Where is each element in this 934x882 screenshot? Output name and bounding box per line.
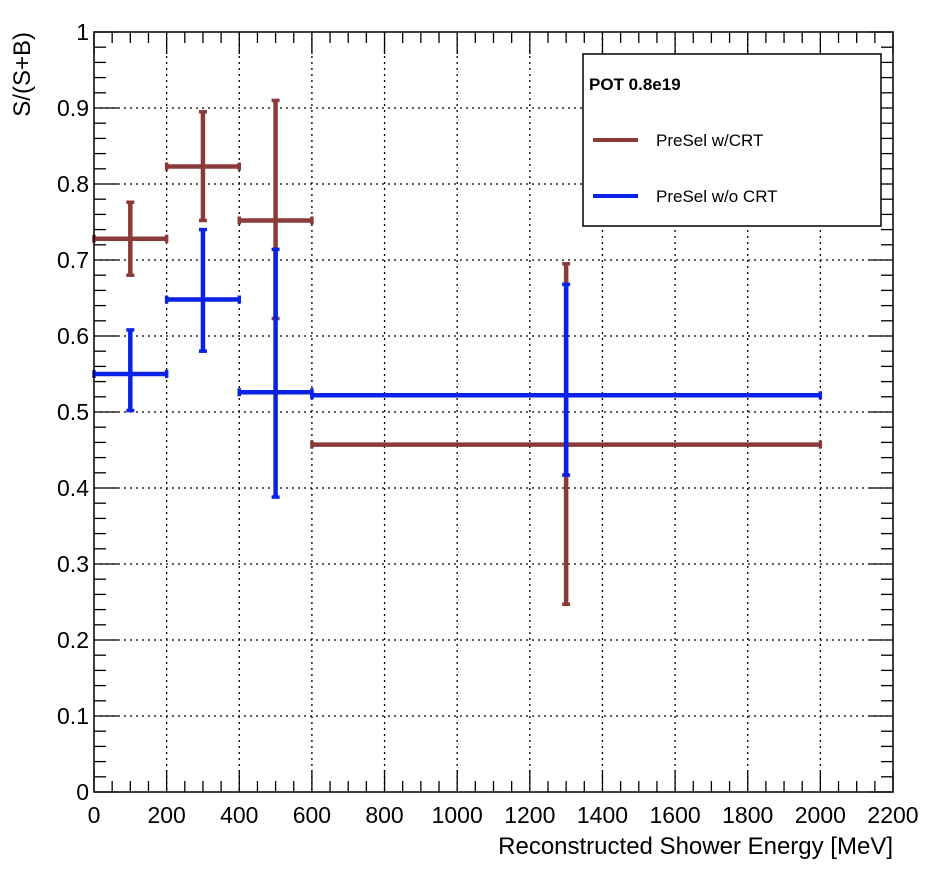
x-axis-title: Reconstructed Shower Energy [MeV]	[498, 833, 893, 860]
x-tick-label: 400	[220, 802, 258, 828]
x-tick-label: 1000	[432, 802, 483, 828]
data-series	[92, 98, 823, 607]
legend-title: POT 0.8e19	[589, 75, 681, 94]
y-tick-label: 0.2	[57, 627, 89, 653]
x-tick-label: 1200	[504, 802, 555, 828]
tick-labels: 0 200 400 600 800 1000 1200 1400 1600 1800 2000 220…	[57, 19, 919, 828]
y-tick-label: 0.8	[57, 171, 89, 197]
y-tick-label: 0.6	[57, 323, 89, 349]
data-point	[237, 247, 314, 499]
x-tick-label: 800	[365, 802, 403, 828]
data-point	[310, 282, 823, 477]
data-point	[92, 328, 169, 413]
legend-label-presel-with-crt: PreSel w/CRT	[656, 131, 763, 150]
x-tick-label: 2000	[795, 802, 846, 828]
y-tick-label: 0.1	[57, 703, 89, 729]
x-tick-label: 2200	[867, 802, 918, 828]
legend-label-presel-without-crt: PreSel w/o CRT	[656, 187, 778, 206]
y-tick-label: 1	[76, 19, 89, 45]
y-tick-label: 0.7	[57, 247, 89, 273]
y-tick-label: 0.3	[57, 551, 89, 577]
x-tick-label: 1400	[577, 802, 628, 828]
y-axis-title: S/(S+B)	[9, 32, 36, 117]
series-presel-without-crt	[92, 227, 823, 499]
x-tick-label: 600	[293, 802, 331, 828]
data-point	[164, 227, 242, 353]
x-tick-label: 0	[88, 802, 101, 828]
x-tick-label: 1600	[650, 802, 701, 828]
y-tick-label: 0	[76, 779, 89, 805]
legend: POT 0.8e19 PreSel w/CRT PreSel w/o CRT	[582, 53, 882, 227]
x-tick-label: 200	[147, 802, 185, 828]
y-tick-label: 0.5	[57, 399, 89, 425]
y-tick-label: 0.4	[57, 475, 89, 501]
plot-frame	[93, 31, 894, 793]
data-point	[164, 110, 242, 223]
y-tick-label: 0.9	[57, 95, 89, 121]
x-tick-label: 1800	[722, 802, 773, 828]
